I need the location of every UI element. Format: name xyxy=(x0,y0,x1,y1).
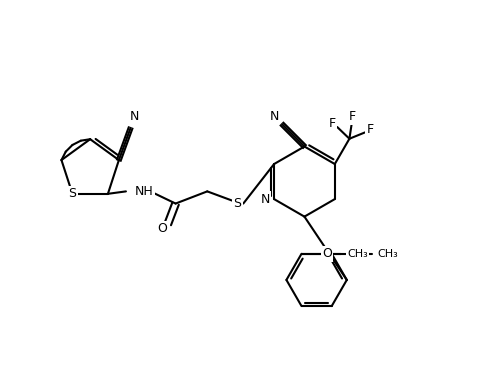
Text: N: N xyxy=(270,110,279,123)
Text: CH₃: CH₃ xyxy=(347,249,368,259)
Text: F: F xyxy=(329,117,336,130)
Text: O: O xyxy=(352,247,362,260)
Text: N: N xyxy=(130,110,139,123)
Text: F: F xyxy=(348,110,355,123)
Text: S: S xyxy=(68,187,76,200)
Text: O: O xyxy=(157,222,167,236)
Text: NH: NH xyxy=(135,185,154,198)
Text: S: S xyxy=(233,197,242,210)
Text: N: N xyxy=(261,192,270,206)
Text: O: O xyxy=(322,247,332,260)
Text: CH₃: CH₃ xyxy=(377,249,398,259)
Text: F: F xyxy=(367,124,373,137)
